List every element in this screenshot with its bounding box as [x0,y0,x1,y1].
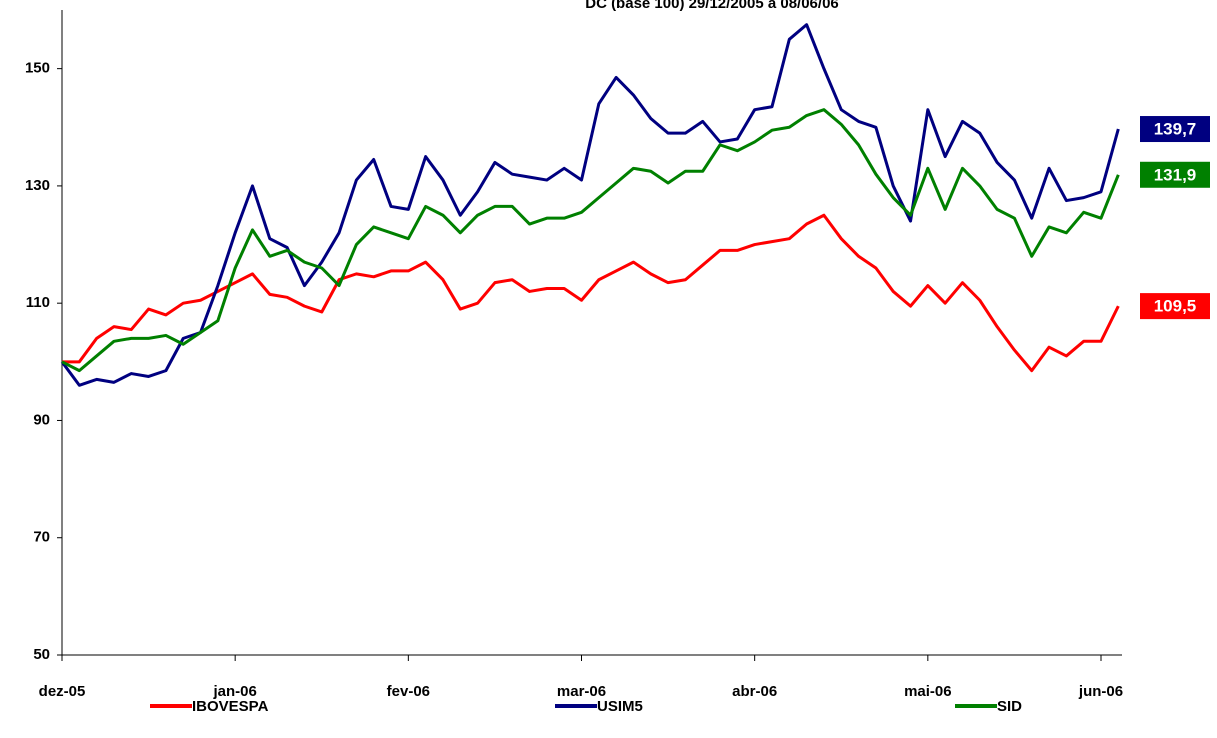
y-tick-label: 110 [26,294,50,311]
x-tick-label: fev-06 [387,683,430,700]
x-tick-label: jun-06 [1078,683,1123,700]
x-tick-label: dez-05 [39,683,86,700]
x-tick-label: jan-06 [212,683,256,700]
y-tick-label: 130 [25,177,50,194]
series-line [60,23,1120,387]
x-tick-label: mar-06 [557,683,606,700]
legend-label: USIM5 [597,698,643,715]
x-tick-label: mai-06 [904,683,952,700]
value-label: 139,7 [1154,120,1197,139]
value-label: 109,5 [1154,297,1197,316]
legend-label: SID [997,698,1022,715]
y-tick-label: 70 [33,529,50,546]
legend-label: IBOVESPA [192,698,269,715]
y-tick-label: 90 [33,411,50,428]
series-line [62,213,1120,373]
value-label-box [1140,293,1210,320]
x-tick-label: abr-06 [732,683,777,700]
value-label: 131,9 [1154,165,1197,184]
value-label-box [1140,161,1210,188]
y-tick-label: 50 [33,646,50,663]
value-label-box [1140,116,1210,143]
y-tick-label: 150 [25,60,50,77]
series-line [61,108,1120,373]
chart-title: DC (base 100) 29/12/2005 a 08/06/06 [585,0,839,12]
